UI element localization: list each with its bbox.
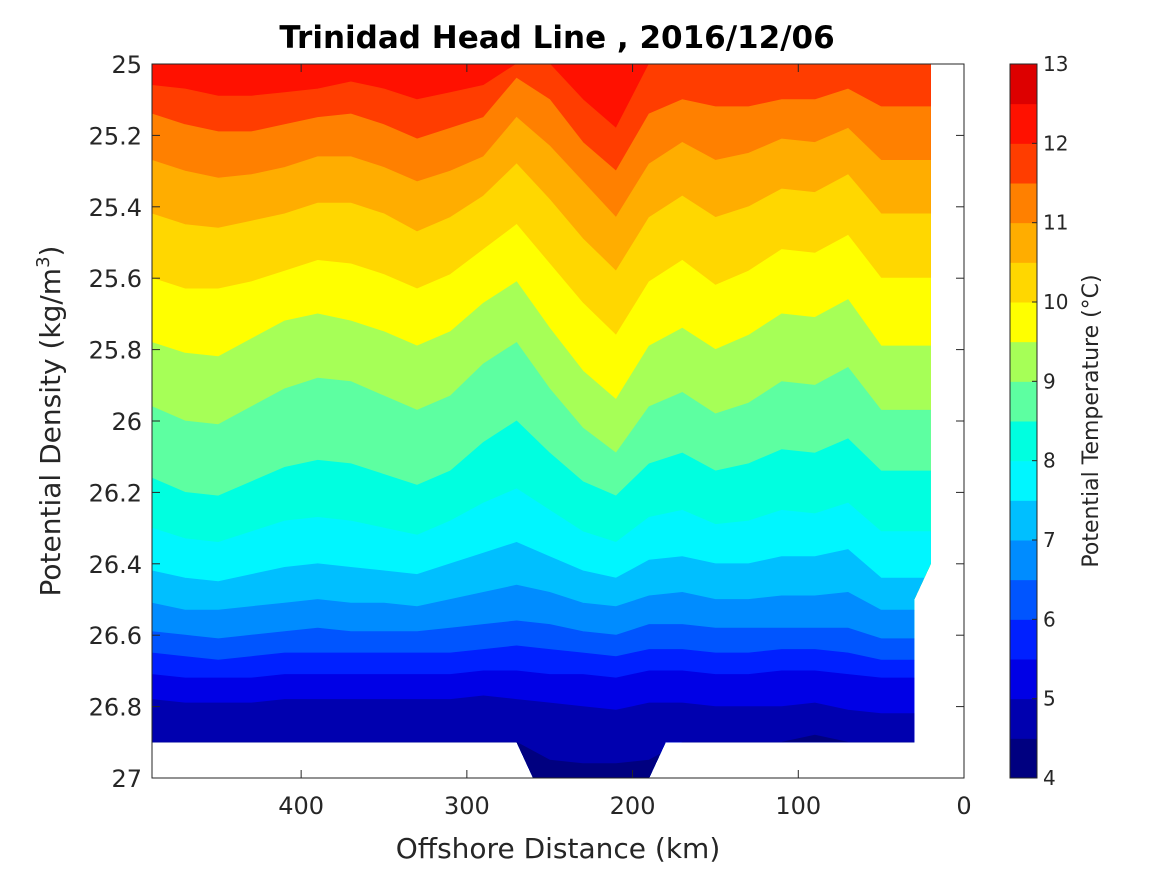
colorbar-frame	[1009, 63, 1038, 779]
x-tick-label: 200	[610, 792, 656, 820]
colorbar-tick-label: 9	[1043, 369, 1056, 393]
y-tick-label: 25.4	[89, 194, 142, 222]
colorbar-swatch	[1010, 698, 1037, 739]
y-tick-label: 26	[111, 408, 142, 436]
x-tick-label: 100	[775, 792, 821, 820]
colorbar-swatch	[1010, 738, 1037, 779]
colorbar-label: Potential Temperature (°C)	[1079, 274, 1104, 567]
contour-fill-layer	[152, 64, 931, 778]
colorbar-swatch	[1010, 103, 1037, 144]
colorbar-swatch	[1010, 222, 1037, 263]
y-axis-label-main: Potential Density (kg/m	[34, 268, 67, 597]
y-tick-label: 25	[111, 51, 142, 79]
colorbar-swatch	[1010, 262, 1037, 303]
colorbar-swatches	[1010, 64, 1037, 779]
x-axis-ticks: 400 300 200 100 0	[278, 64, 972, 820]
colorbar-swatch	[1010, 540, 1037, 581]
colorbar-tick-label: 12	[1043, 131, 1068, 155]
colorbar-swatch	[1010, 183, 1037, 224]
colorbar-swatch	[1010, 143, 1037, 184]
colorbar-ticks: 4 5 6 7 8 9 10 11 12 13	[1032, 52, 1068, 790]
colorbar-swatch	[1010, 421, 1037, 462]
colorbar-tick-label: 8	[1043, 449, 1056, 473]
y-tick-label: 26.8	[89, 694, 142, 722]
x-axis-label: Offshore Distance (km)	[396, 832, 721, 865]
y-axis-label-end: )	[34, 246, 67, 257]
colorbar-tick-label: 10	[1043, 290, 1068, 314]
x-tick-label: 400	[278, 792, 324, 820]
y-tick-label: 26.6	[89, 622, 142, 650]
y-tick-label: 25.8	[89, 337, 142, 365]
colorbar-tick-label: 6	[1043, 607, 1056, 631]
y-axis-ticks: 25 25.2 25.4 25.6 25.8 26 26.2 26.4 26.6 26.8 27	[89, 51, 964, 793]
colorbar-tick-label: 11	[1043, 211, 1068, 235]
colorbar-tick-label: 13	[1043, 52, 1068, 76]
y-axis-label-superscript: 3	[33, 256, 54, 267]
colorbar-swatch	[1010, 381, 1037, 422]
plot-area: 400 300 200 100 0 25 25.2 25.4 25.6 25.8 26 26.2 26…	[89, 51, 972, 820]
x-tick-label: 0	[956, 792, 971, 820]
colorbar-swatch	[1010, 460, 1037, 501]
chart-title: Trinidad Head Line , 2016/12/06	[279, 20, 834, 56]
colorbar-tick-label: 4	[1043, 766, 1056, 790]
x-tick-label: 300	[444, 792, 490, 820]
colorbar-swatch	[1010, 64, 1037, 105]
y-tick-label: 26.2	[89, 479, 142, 507]
colorbar-swatch	[1010, 341, 1037, 382]
y-tick-label: 26.4	[89, 551, 142, 579]
colorbar-swatch	[1010, 579, 1037, 620]
colorbar-swatch	[1010, 302, 1037, 343]
colorbar-swatch	[1010, 500, 1037, 541]
y-tick-label: 27	[111, 765, 142, 793]
colorbar: 4 5 6 7 8 9 10 11 12 13 Potential Temperature (°C…	[1009, 52, 1104, 790]
colorbar-swatch	[1010, 619, 1037, 660]
colorbar-swatch	[1010, 659, 1037, 700]
y-tick-label: 25.6	[89, 265, 142, 293]
y-axis-label: Potential Density (kg/m3)	[33, 246, 67, 597]
colorbar-tick-label: 5	[1043, 687, 1056, 711]
y-tick-label: 25.2	[89, 122, 142, 150]
colorbar-tick-label: 7	[1043, 528, 1056, 552]
